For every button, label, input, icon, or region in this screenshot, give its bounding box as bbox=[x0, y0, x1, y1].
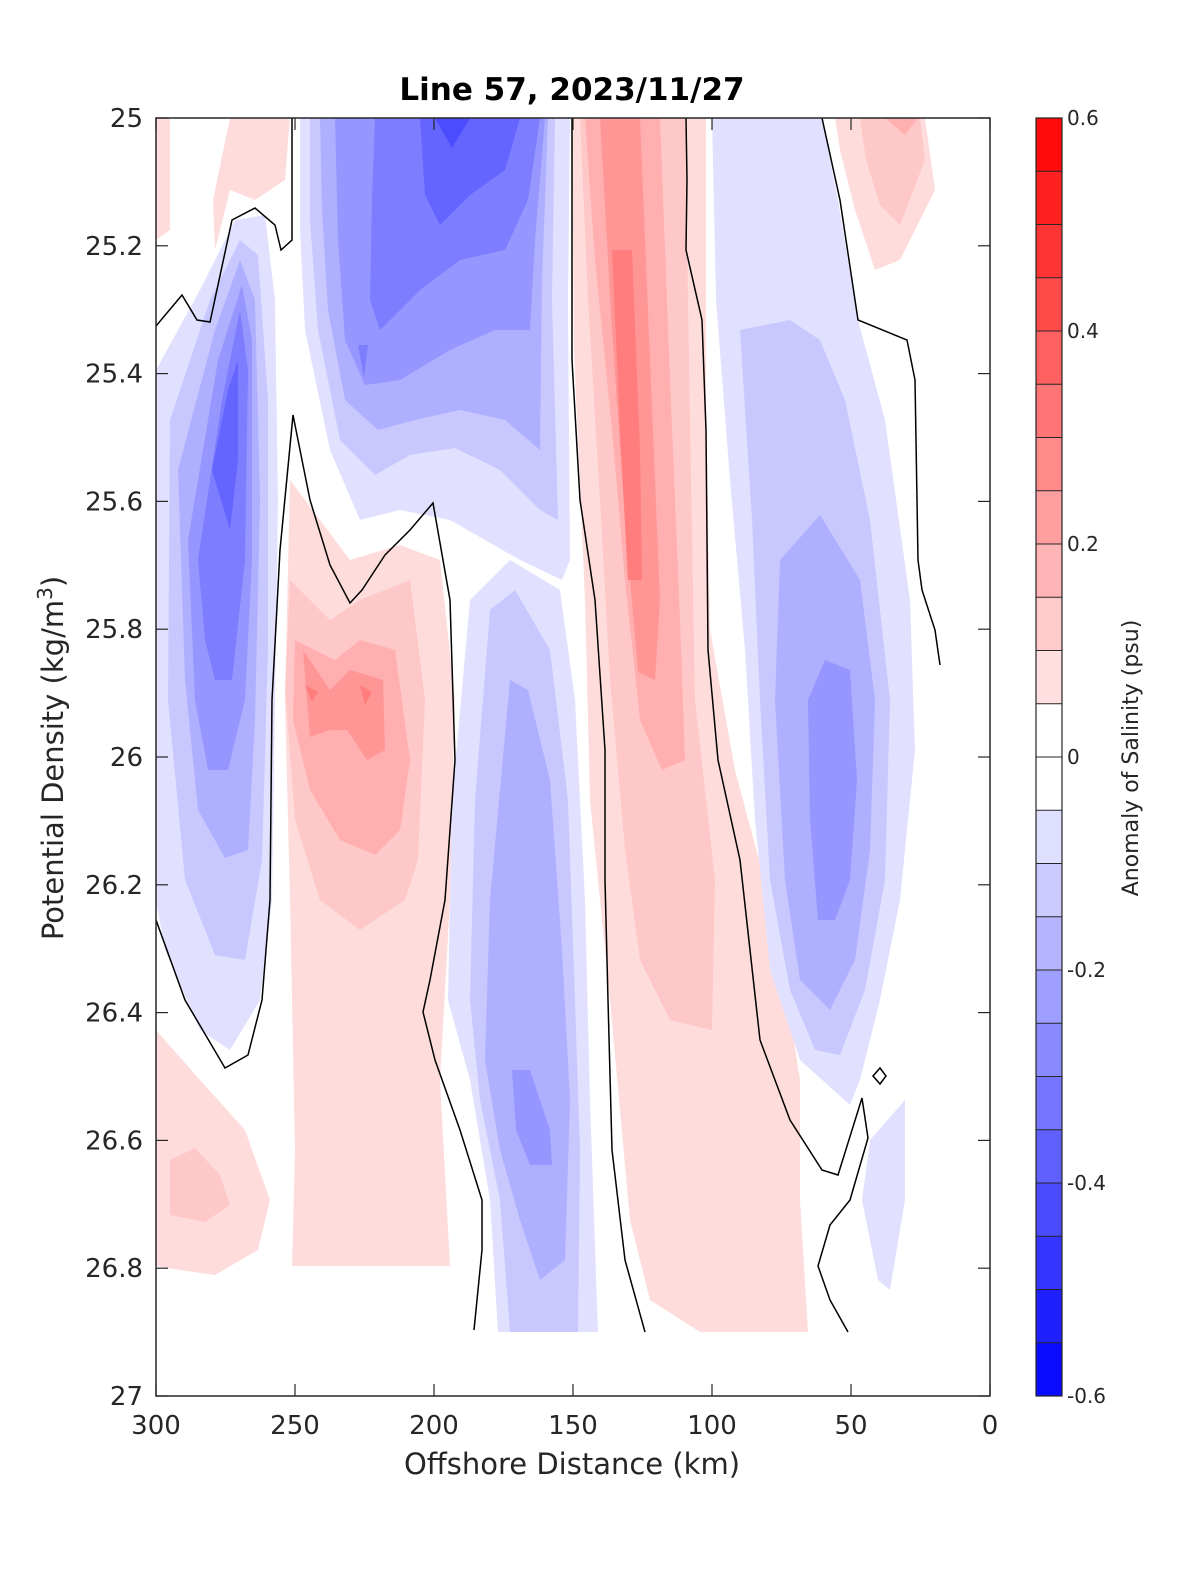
x-axis: 300 250 200 150 100 50 0 bbox=[131, 118, 998, 1441]
zero-contour bbox=[156, 118, 293, 327]
colorbar-tick-label: 0 bbox=[1067, 745, 1080, 769]
x-tick-label: 0 bbox=[982, 1411, 999, 1441]
colorbar-ticks: 0.6 0.4 0.2 0 -0.2 -0.4 -0.6 bbox=[1067, 106, 1106, 1408]
zero-contour bbox=[821, 118, 941, 666]
y-tick-label: 26.8 bbox=[85, 1254, 143, 1284]
y-tick-label: 25.8 bbox=[85, 615, 143, 645]
colorbar-segment bbox=[1036, 384, 1062, 438]
colorbar-segment bbox=[1036, 1342, 1062, 1397]
colorbar-segment bbox=[1036, 1236, 1062, 1290]
y-tick-label: 26.4 bbox=[85, 999, 143, 1029]
y-axis-label: Potential Density (kg/m3) bbox=[33, 576, 70, 940]
colorbar-segment bbox=[1036, 171, 1062, 225]
colorbar-frame bbox=[1035, 117, 1063, 1397]
colorbar-segment bbox=[1036, 490, 1062, 545]
positive-region-235km bbox=[303, 650, 385, 760]
colorbar-label: Anomaly of Salinity (psu) bbox=[1119, 620, 1144, 897]
x-tick-label: 300 bbox=[131, 1411, 181, 1441]
zero-contour bbox=[571, 118, 646, 1333]
y-tick-label: 25 bbox=[110, 104, 143, 134]
colorbar-segment bbox=[1036, 224, 1062, 279]
colorbar-segment bbox=[1036, 1183, 1062, 1237]
colorbar-segment bbox=[1036, 757, 1062, 811]
y-axis-label-superscript: 3 bbox=[33, 587, 57, 600]
y-tick-label: 26 bbox=[110, 743, 143, 773]
colorbar-tick-label: -0.2 bbox=[1067, 958, 1106, 982]
zero-contour-closed bbox=[872, 1066, 887, 1086]
colorbar-segment bbox=[1036, 544, 1062, 598]
x-tick-label: 50 bbox=[834, 1411, 867, 1441]
colorbar-segment bbox=[1036, 1129, 1062, 1184]
x-axis-label: Offshore Distance (km) bbox=[404, 1447, 740, 1481]
y-axis-label-end: ) bbox=[36, 576, 70, 587]
negative-region-35km-deep bbox=[862, 1100, 905, 1290]
positive-region-30km-top bbox=[885, 118, 918, 135]
colorbar-tick-label: 0.6 bbox=[1067, 106, 1099, 130]
colorbar-segment bbox=[1036, 810, 1062, 864]
y-tick-label: 25.2 bbox=[85, 232, 143, 262]
x-tick-label: 250 bbox=[270, 1411, 320, 1441]
y-tick-label: 27 bbox=[110, 1382, 143, 1412]
colorbar-tick-label: 0.4 bbox=[1067, 319, 1099, 343]
colorbar-segment bbox=[1036, 863, 1062, 918]
negative-region-275km bbox=[212, 360, 238, 530]
colorbar-segment bbox=[1036, 597, 1062, 651]
colorbar-segment bbox=[1036, 703, 1062, 758]
negative-region-195km bbox=[420, 118, 520, 225]
y-tick-label: 25.4 bbox=[85, 360, 143, 390]
colorbar-tick-label: 0.2 bbox=[1067, 532, 1099, 556]
negative-region-195km bbox=[358, 345, 368, 378]
zero-contour bbox=[156, 414, 483, 1331]
colorbar-segment bbox=[1036, 916, 1062, 971]
colorbar-segment bbox=[1036, 437, 1062, 492]
x-tick-label: 200 bbox=[409, 1411, 459, 1441]
colorbar-tick-label: -0.6 bbox=[1067, 1384, 1106, 1408]
positive-region-270km-top bbox=[156, 118, 170, 240]
colorbar-segment bbox=[1036, 1023, 1062, 1077]
colorbar-segment bbox=[1036, 1289, 1062, 1344]
positive-region-235km bbox=[305, 685, 372, 705]
colorbar-segment bbox=[1036, 277, 1062, 332]
y-tick-label: 26.6 bbox=[85, 1126, 143, 1156]
zero-contour-layer bbox=[156, 118, 941, 1333]
chart-title: Line 57, 2023/11/27 bbox=[399, 72, 744, 108]
x-tick-label: 150 bbox=[548, 1411, 598, 1441]
colorbar-tick-label: -0.4 bbox=[1067, 1171, 1106, 1195]
positive-region-135km bbox=[612, 250, 642, 580]
zero-contour bbox=[685, 118, 869, 1333]
y-tick-label: 26.2 bbox=[85, 871, 143, 901]
colorbar-segment bbox=[1036, 118, 1062, 172]
positive-region-30km-top bbox=[860, 118, 925, 225]
y-axis: 25 25.2 25.4 25.6 25.8 26 26.2 26.4 26.6 26.8 27 bbox=[85, 104, 990, 1412]
y-axis-label-main: Potential Density (kg/m bbox=[36, 600, 70, 940]
x-tick-label: 100 bbox=[687, 1411, 737, 1441]
colorbar-segment bbox=[1036, 970, 1062, 1024]
colorbar bbox=[1036, 118, 1062, 1397]
anomaly-fill-layer bbox=[156, 118, 935, 1332]
negative-region-195km bbox=[435, 118, 470, 148]
y-tick-label: 25.6 bbox=[85, 487, 143, 517]
positive-region-270km-top bbox=[213, 118, 290, 250]
positive-region-280km-deep bbox=[170, 1148, 230, 1222]
colorbar-segment bbox=[1036, 650, 1062, 705]
negative-region-60km bbox=[808, 660, 857, 920]
colorbar-segment bbox=[1036, 1076, 1062, 1131]
colorbar-segment bbox=[1036, 331, 1062, 385]
negative-region-165km-deep bbox=[512, 1070, 552, 1165]
